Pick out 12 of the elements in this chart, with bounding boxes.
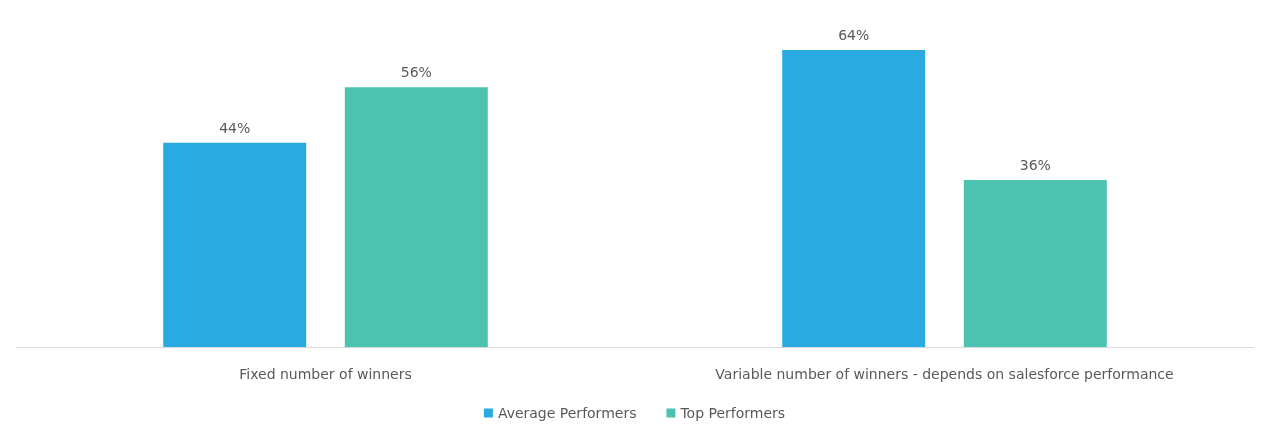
legend-label: Top Performers <box>679 405 786 421</box>
bar <box>163 142 307 347</box>
data-label: 36% <box>1019 156 1051 173</box>
x-tick-label: Fixed number of winners <box>239 366 412 382</box>
data-label: 44% <box>219 119 251 136</box>
bar <box>963 179 1107 347</box>
legend-label: Average Performers <box>497 405 637 421</box>
data-label: 64% <box>838 27 870 43</box>
bar <box>782 50 926 347</box>
x-tick-label: Variable number of winners - depends on salesforce performance <box>715 366 1174 382</box>
bar <box>344 87 488 347</box>
data-label: 56% <box>400 64 432 81</box>
